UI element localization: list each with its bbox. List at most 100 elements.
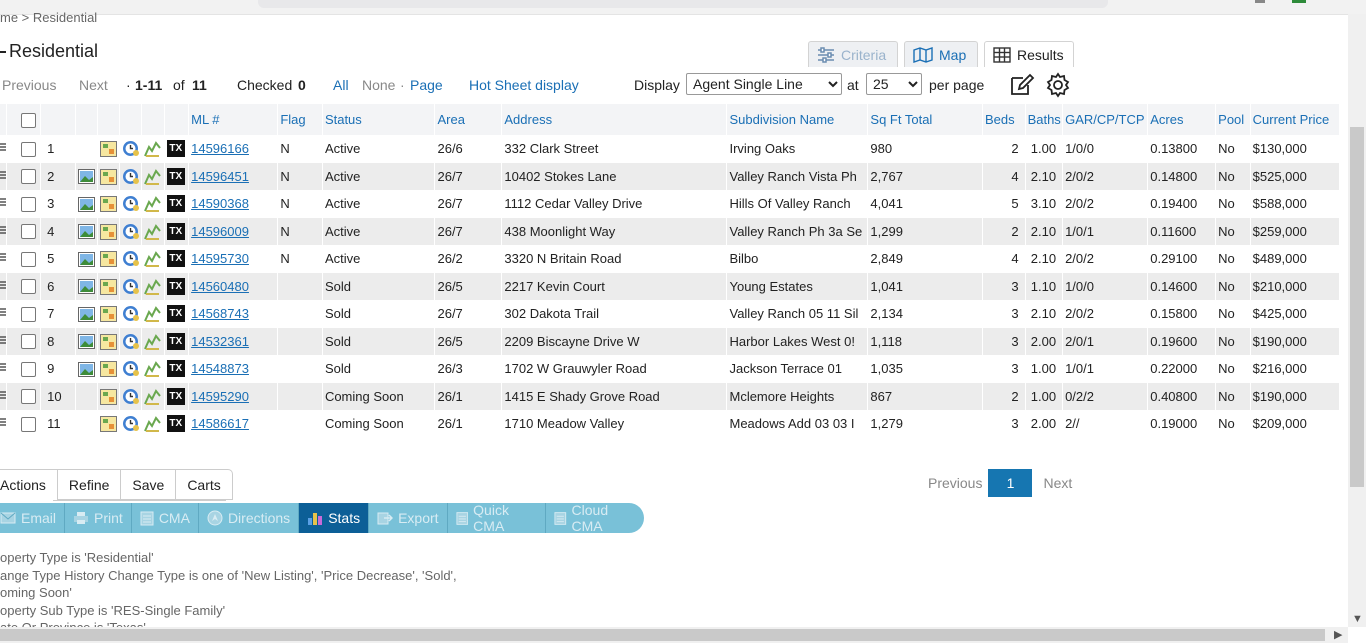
scroll-right-icon[interactable]: ▶ (1334, 629, 1343, 641)
row-stats-cell[interactable] (141, 300, 165, 328)
map-thumbnail-icon[interactable] (99, 306, 117, 323)
col-flag[interactable]: Flag (277, 104, 323, 135)
row-checkbox[interactable] (20, 416, 36, 432)
tab-map[interactable]: Map (904, 41, 978, 67)
row-checkbox[interactable] (20, 361, 36, 377)
tax-icon[interactable]: TX (166, 415, 185, 433)
row-checkbox[interactable] (20, 224, 36, 240)
ml-cell[interactable]: 14560480 (188, 272, 279, 300)
table-row[interactable]: 7 TX 14568743 Sold 26/7 302 Dakota Trail Valle… (0, 300, 1341, 328)
directions-button[interactable]: Directions (199, 503, 300, 533)
market-chart-icon[interactable] (144, 388, 162, 405)
row-history-cell[interactable] (119, 272, 143, 300)
hot-sheet-link[interactable]: Hot Sheet display (469, 77, 579, 93)
col-baths[interactable]: Baths (1025, 104, 1064, 135)
extension-icon[interactable] (1292, 0, 1306, 3)
col-area[interactable]: Area (434, 104, 503, 135)
table-row[interactable]: 1 TX 14596166 N Active 26/6 332 Clark Street Ir… (0, 135, 1341, 163)
map-thumbnail-icon[interactable] (99, 168, 117, 185)
row-photo-cell[interactable] (75, 190, 98, 218)
row-handle[interactable] (0, 217, 7, 245)
map-thumbnail-icon[interactable] (99, 278, 117, 295)
row-handle[interactable] (0, 327, 7, 355)
col-price[interactable]: Current Price (1250, 104, 1341, 135)
select-none-link[interactable]: None (362, 77, 396, 93)
ml-link[interactable]: 14590368 (191, 196, 249, 212)
table-row[interactable]: 8 TX 14532361 Sold 26/5 2209 Biscayne Drive W… (0, 327, 1341, 355)
cma-button[interactable]: CMA (132, 503, 199, 533)
row-map-cell[interactable] (97, 327, 121, 355)
tax-icon[interactable]: TX (166, 140, 185, 158)
row-map-cell[interactable] (97, 272, 121, 300)
col-acres[interactable]: Acres (1147, 104, 1217, 135)
row-tax-cell[interactable]: TX (164, 135, 190, 163)
row-photo-cell[interactable] (75, 327, 98, 355)
row-stats-cell[interactable] (141, 190, 165, 218)
row-map-cell[interactable] (97, 300, 121, 328)
select-all-checkbox[interactable] (20, 112, 36, 128)
row-map-cell[interactable] (97, 162, 121, 190)
ml-cell[interactable]: 14548873 (188, 355, 279, 383)
ml-cell[interactable]: 14595290 (188, 382, 279, 410)
horizontal-scroll-thumb[interactable] (0, 629, 1325, 641)
row-history-cell[interactable] (119, 217, 143, 245)
scroll-down-icon[interactable]: ▼ (1352, 613, 1363, 625)
map-thumbnail-icon[interactable] (99, 196, 117, 213)
ml-link[interactable]: 14568743 (191, 306, 249, 322)
quick-cma-button[interactable]: Quick CMA (448, 502, 546, 534)
ml-link[interactable]: 14595730 (191, 251, 249, 267)
map-thumbnail-icon[interactable] (99, 223, 117, 240)
row-checkbox-cell[interactable] (6, 300, 42, 328)
tab-results[interactable]: Results (984, 41, 1074, 67)
row-checkbox[interactable] (20, 306, 36, 322)
ml-cell[interactable]: 14595730 (188, 245, 279, 273)
map-thumbnail-icon[interactable] (99, 251, 117, 268)
market-chart-icon[interactable] (144, 305, 162, 323)
market-chart-icon[interactable] (144, 168, 162, 185)
ml-cell[interactable]: 14596166 (188, 135, 279, 163)
stats-button[interactable]: Stats (299, 503, 370, 533)
row-stats-cell[interactable] (141, 355, 165, 383)
row-checkbox-cell[interactable] (6, 245, 42, 273)
tab-actions[interactable]: Actions (0, 469, 58, 500)
row-handle[interactable] (0, 135, 7, 163)
row-stats-cell[interactable] (141, 135, 165, 163)
history-clock-icon[interactable] (122, 360, 140, 377)
tax-icon[interactable]: TX (166, 222, 185, 240)
history-clock-icon[interactable] (122, 333, 140, 350)
ml-link[interactable]: 14596009 (191, 223, 249, 239)
table-row[interactable]: 11 TX 14586617 Coming Soon 26/1 1710 Meadow V… (0, 410, 1341, 438)
row-tax-cell[interactable]: TX (164, 217, 190, 245)
tax-icon[interactable]: TX (166, 387, 185, 405)
market-chart-icon[interactable] (144, 195, 162, 213)
row-stats-cell[interactable] (141, 217, 165, 245)
row-history-cell[interactable] (119, 245, 143, 273)
history-clock-icon[interactable] (122, 278, 140, 295)
history-clock-icon[interactable] (122, 195, 140, 212)
market-chart-icon[interactable] (144, 333, 162, 350)
map-thumbnail-icon[interactable] (99, 361, 117, 378)
row-map-cell[interactable] (97, 190, 121, 218)
col-status[interactable]: Status (322, 104, 436, 135)
ml-cell[interactable]: 14568743 (188, 300, 279, 328)
table-row[interactable]: 2 TX 14596451 N Active 26/7 10402 Stokes Lane V… (0, 162, 1341, 190)
row-checkbox[interactable] (20, 279, 36, 295)
row-photo-cell[interactable] (75, 245, 98, 273)
tax-icon[interactable]: TX (166, 360, 185, 378)
col-pool[interactable]: Pool (1215, 104, 1251, 135)
ml-link[interactable]: 14532361 (191, 333, 249, 349)
row-handle[interactable] (0, 272, 7, 300)
row-stats-cell[interactable] (141, 410, 165, 438)
row-checkbox-cell[interactable] (6, 272, 42, 300)
row-checkbox[interactable] (20, 169, 36, 185)
row-tax-cell[interactable]: TX (164, 410, 190, 438)
row-tax-cell[interactable]: TX (164, 327, 190, 355)
select-page-link[interactable]: Page (410, 77, 443, 93)
tax-icon[interactable]: TX (166, 277, 185, 295)
row-handle[interactable] (0, 190, 7, 218)
row-history-cell[interactable] (119, 300, 143, 328)
row-stats-cell[interactable] (141, 162, 165, 190)
tax-icon[interactable]: TX (166, 195, 185, 213)
photo-icon[interactable] (77, 169, 95, 185)
col-gar[interactable]: GAR/CP/TCP (1062, 104, 1149, 135)
